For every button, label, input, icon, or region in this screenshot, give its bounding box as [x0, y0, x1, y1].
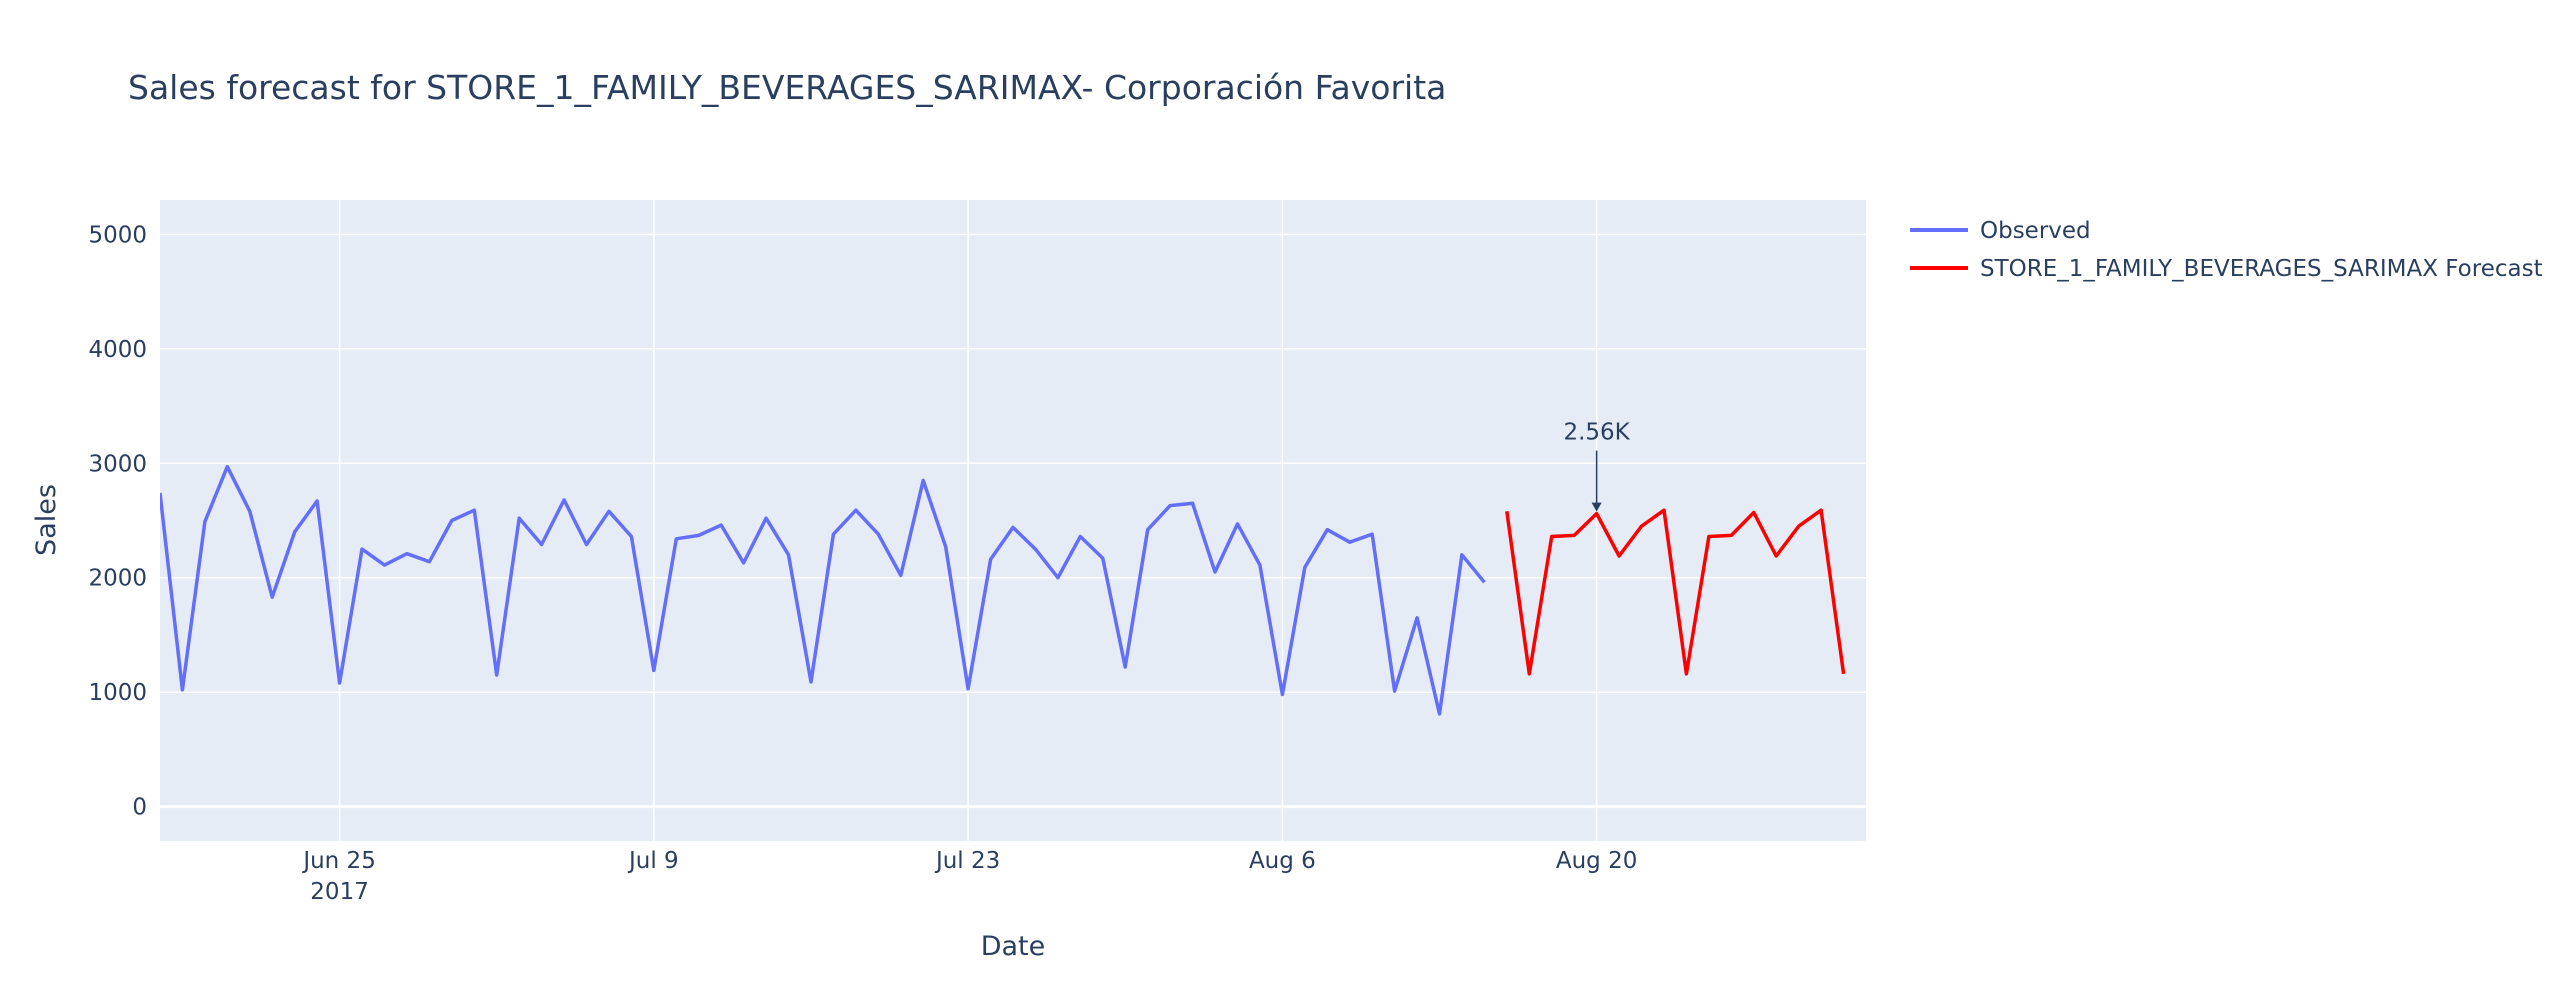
annotation-arrowhead	[1591, 502, 1602, 512]
legend: Observed STORE_1_FAMILY_BEVERAGES_SARIMAX…	[1910, 218, 2543, 282]
legend-label: Observed	[1980, 218, 2091, 244]
chart-title: Sales forecast for STORE_1_FAMILY_BEVERA…	[128, 68, 1446, 107]
y-tick-label: 0	[132, 795, 147, 821]
series-line-observed	[160, 464, 1486, 716]
y-tick-labels: 0 1000 2000 3000 4000 5000	[88, 222, 147, 820]
y-tick-label: 4000	[88, 337, 147, 363]
x-tick-label: Jul 23	[934, 848, 1000, 874]
y-tick-label: 1000	[88, 680, 147, 706]
y-axis-title: Sales	[31, 484, 62, 556]
x-tick-label: Jul 9	[627, 848, 679, 874]
x-tick-label: Jun 25	[301, 848, 376, 874]
x-tick-labels: Jun 25 2017 Jul 9 Jul 23 Aug 6 Aug 20	[301, 848, 1637, 905]
x-axis-title: Date	[981, 931, 1046, 962]
annotation-layer: 2.56K	[1563, 420, 1631, 512]
x-tick-sublabel: 2017	[310, 879, 369, 905]
legend-label: STORE_1_FAMILY_BEVERAGES_SARIMAX Forecas…	[1980, 256, 2543, 282]
series-line-forecast	[1505, 508, 1846, 676]
y-tick-label: 2000	[88, 566, 147, 592]
y-tick-label: 3000	[88, 451, 147, 477]
x-gridlines	[338, 200, 1598, 841]
y-tick-label: 5000	[88, 222, 147, 248]
series-layer	[160, 464, 1846, 716]
x-tick-label: Aug 6	[1249, 848, 1316, 874]
x-tick-label: Aug 20	[1556, 848, 1638, 874]
annotation-label: 2.56K	[1563, 420, 1630, 446]
y-gridlines	[160, 233, 1866, 809]
plot-area	[160, 200, 1866, 841]
